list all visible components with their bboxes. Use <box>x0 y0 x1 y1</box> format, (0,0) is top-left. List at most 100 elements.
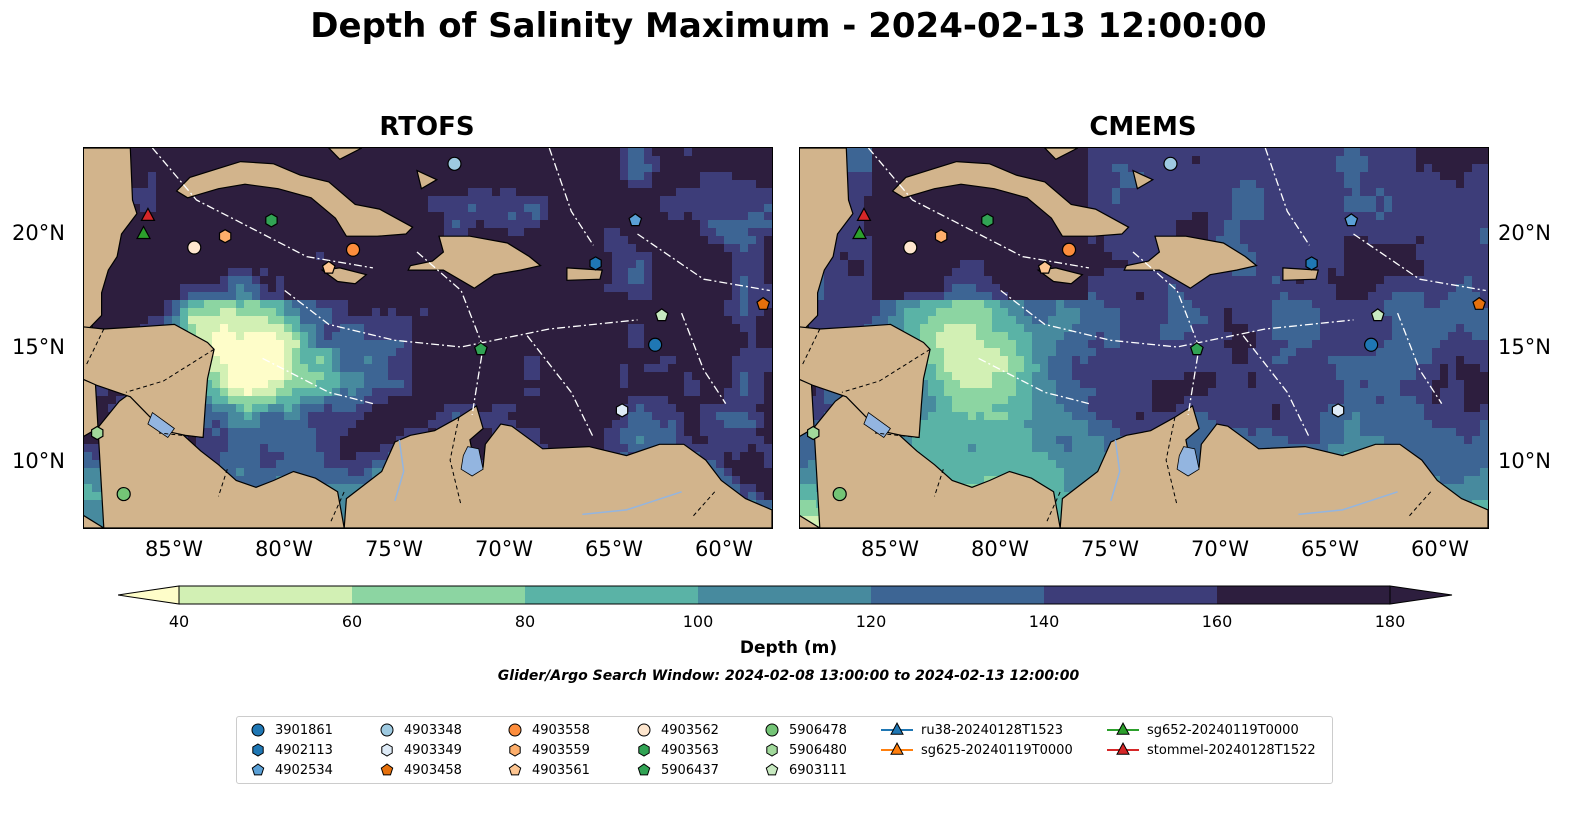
observation-marker[interactable] <box>628 213 643 227</box>
colorbar-swatch <box>698 586 871 604</box>
observation-marker[interactable] <box>981 213 994 228</box>
y-tick-label: 10°N <box>12 449 65 473</box>
legend-label: 3901861 <box>275 722 333 738</box>
x-tick-label: 75°W <box>365 537 423 561</box>
search-window-caption: Glider/Argo Search Window: 2024-02-08 13… <box>497 668 1080 684</box>
colorbar-swatches <box>117 585 1453 605</box>
colorbar-swatch <box>179 586 352 604</box>
legend-marker-icon <box>881 742 913 755</box>
legend-item: 4903563 <box>635 741 719 759</box>
observation-marker[interactable] <box>832 486 847 502</box>
legend-label: 4903558 <box>532 722 590 738</box>
observation-marker[interactable] <box>1189 342 1204 356</box>
observation-marker[interactable] <box>265 213 278 228</box>
legend-item: 4903562 <box>635 721 719 739</box>
legend-label: 4902113 <box>275 742 333 758</box>
legend-marker-icon <box>508 763 522 776</box>
observation-marker[interactable] <box>852 225 868 240</box>
legend-marker-icon <box>1107 722 1139 735</box>
x-tick-label: 80°W <box>255 537 313 561</box>
legend-marker-icon <box>765 723 779 737</box>
legend: 3901861 4902113 4902534 4903348 4903349 49034… <box>236 716 1333 784</box>
map-panel-rtofs[interactable] <box>83 147 773 529</box>
map-panel-cmems[interactable] <box>799 147 1489 529</box>
observation-marker[interactable] <box>1364 337 1379 352</box>
observation-marker[interactable] <box>934 229 948 244</box>
observation-marker[interactable] <box>856 207 872 222</box>
panel-title-cmems: CMEMS <box>1089 112 1197 142</box>
legend-label: 5906480 <box>789 742 847 758</box>
legend-label: sg652-20240119T0000 <box>1147 722 1299 738</box>
legend-marker-icon <box>765 763 779 776</box>
legend-label: 4903349 <box>404 742 462 758</box>
observation-marker[interactable] <box>345 242 361 257</box>
x-tick-label: 75°W <box>1081 537 1139 561</box>
observation-marker[interactable] <box>447 156 462 171</box>
colorbar-label: Depth (m) <box>739 638 838 658</box>
observation-marker[interactable] <box>806 425 820 441</box>
observation-marker[interactable] <box>1331 403 1345 418</box>
legend-marker-icon <box>252 743 264 757</box>
observation-marker[interactable] <box>615 403 629 418</box>
x-tick-label: 60°W <box>1411 537 1469 561</box>
eez-boundaries <box>867 148 1486 438</box>
observation-marker[interactable] <box>1163 156 1178 171</box>
legend-marker-icon <box>381 743 393 757</box>
observation-marker[interactable] <box>136 225 152 240</box>
x-tick-label: 85°W <box>145 537 203 561</box>
x-tick-label: 70°W <box>1191 537 1249 561</box>
observation-marker[interactable] <box>589 256 602 271</box>
legend-label: 4903559 <box>532 742 590 758</box>
legend-item: 4903559 <box>506 741 590 759</box>
colorbar-swatch <box>352 586 525 604</box>
colorbar-swatch <box>1044 586 1217 604</box>
x-tick-label: 70°W <box>475 537 533 561</box>
observation-marker[interactable] <box>473 342 488 356</box>
x-tick-label: 65°W <box>1301 537 1359 561</box>
colorbar-tick-label: 60 <box>341 612 363 631</box>
observation-marker[interactable] <box>218 229 232 244</box>
figure-title: Depth of Salinity Maximum - 2024-02-13 1… <box>310 6 1267 46</box>
observation-marker[interactable] <box>1305 256 1318 271</box>
legend-item: ru38-20240128T1523 <box>881 721 1063 739</box>
observation-marker[interactable] <box>1061 242 1077 257</box>
legend-item: 3901861 <box>249 721 333 739</box>
legend-label: 4903561 <box>532 762 590 778</box>
legend-item: 4903348 <box>378 721 462 739</box>
y-tick-label: 15°N <box>12 335 65 359</box>
legend-marker-icon <box>508 723 522 737</box>
legend-item: 4902534 <box>249 761 333 779</box>
observation-marker[interactable] <box>1472 296 1487 310</box>
legend-label: 4903458 <box>404 762 462 778</box>
legend-label: 5906437 <box>661 762 719 778</box>
observation-marker[interactable] <box>321 260 336 274</box>
legend-item: stommel-20240128T1522 <box>1107 741 1316 759</box>
colorbar-extend-low <box>117 585 180 605</box>
legend-label: 4903348 <box>404 722 462 738</box>
legend-marker-icon <box>1107 742 1139 755</box>
legend-marker-icon <box>766 743 778 757</box>
legend-marker-icon <box>509 743 521 757</box>
colorbar-swatch <box>1217 586 1390 604</box>
map-canvas-cmems[interactable] <box>800 148 1488 528</box>
legend-item: 5906478 <box>763 721 847 739</box>
observation-marker[interactable] <box>187 240 202 255</box>
legend-marker-icon <box>881 722 913 735</box>
observation-marker[interactable] <box>903 240 918 255</box>
map-canvas-rtofs[interactable] <box>84 148 772 528</box>
observation-marker[interactable] <box>654 308 669 322</box>
legend-item: sg625-20240119T0000 <box>881 741 1073 759</box>
legend-marker-icon <box>380 723 394 737</box>
observation-marker[interactable] <box>90 425 104 441</box>
x-tick-label: 60°W <box>695 537 753 561</box>
observation-marker[interactable] <box>1370 308 1385 322</box>
legend-marker-icon <box>637 763 651 776</box>
observation-marker[interactable] <box>140 207 156 222</box>
observation-marker[interactable] <box>756 296 771 310</box>
observation-marker[interactable] <box>648 337 663 352</box>
legend-item: 4903561 <box>506 761 590 779</box>
observation-marker[interactable] <box>1037 260 1052 274</box>
observation-marker[interactable] <box>1344 213 1359 227</box>
observation-marker[interactable] <box>116 486 131 502</box>
legend-label: 5906478 <box>789 722 847 738</box>
